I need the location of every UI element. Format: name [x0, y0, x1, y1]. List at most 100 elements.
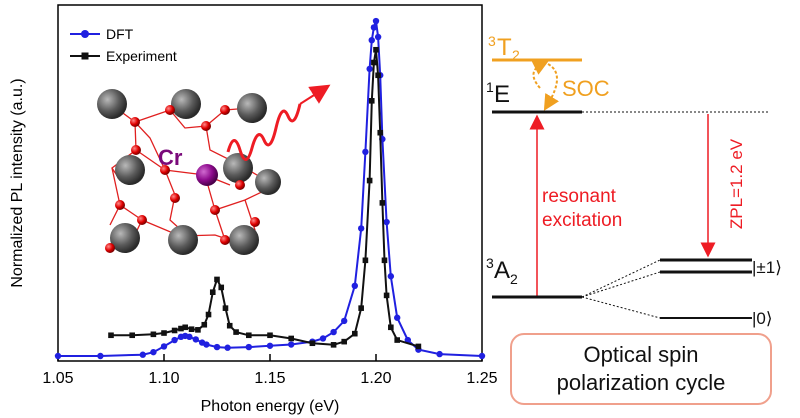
data-point [233, 329, 239, 335]
x-tick-label: 1.05 [42, 370, 73, 387]
inset-o-atom [220, 105, 230, 115]
y-axis-label: Normalized PL intensity (a.u.) [9, 78, 26, 287]
inset-o-atom [131, 145, 141, 155]
inset-o-atom [165, 105, 175, 115]
inset-atoms [97, 89, 281, 255]
data-point [108, 332, 114, 339]
data-point [226, 322, 233, 329]
data-point [192, 336, 199, 343]
level-3t2-letter: T [497, 34, 512, 61]
x-tick-label: 1.25 [466, 370, 497, 387]
zpl-label: ZPL=1.2 eV [727, 138, 746, 229]
data-point [129, 332, 135, 339]
level-3a2-multiplicity: 3 [486, 255, 494, 271]
inset-cr-dopant-atom [196, 164, 218, 186]
data-point [436, 350, 443, 358]
data-point [341, 338, 347, 345]
data-point [383, 292, 390, 299]
data-point [222, 305, 229, 311]
data-point [352, 330, 358, 337]
data-point [371, 59, 377, 66]
level-3t2-multiplicity: 3 [488, 33, 496, 49]
splitting-line [581, 296, 661, 319]
data-point [377, 129, 384, 136]
data-point [195, 327, 201, 333]
excitation-label-line1: resonant [542, 186, 617, 207]
data-point [374, 33, 382, 41]
series-layer [54, 17, 486, 360]
data-point [362, 148, 369, 156]
state-0-label: |0⟩ [752, 309, 773, 328]
photon-arrow-icon [299, 84, 331, 105]
data-point [415, 343, 422, 350]
data-point [388, 324, 394, 331]
series-experiment [108, 46, 422, 350]
data-point [362, 257, 369, 264]
state-pm1-label: |±1⟩ [752, 258, 782, 277]
level-1e-multiplicity: 1 [486, 79, 494, 95]
soc-arrow-up-icon [531, 60, 550, 89]
inset-cr-atom [110, 223, 140, 253]
data-point [213, 343, 221, 351]
data-point [209, 289, 216, 295]
data-point [214, 276, 220, 283]
level-1e-letter: E [494, 81, 510, 108]
pl-spectrum-plot: 1.05 1.10 1.15 1.20 1.25 Photon energy (eV) … [9, 4, 498, 415]
data-point [366, 65, 373, 73]
x-tick-label: 1.15 [254, 370, 285, 387]
inset-o-atom [170, 193, 180, 203]
data-point [478, 352, 486, 360]
inset-atom-label: Cr [158, 145, 183, 170]
data-point [224, 344, 231, 351]
data-point [182, 324, 188, 331]
inset-cr-atom [229, 225, 259, 255]
data-point [150, 348, 157, 356]
inset-cr-atom [237, 93, 267, 123]
inset-o-atom [130, 117, 140, 127]
energy-level-diagram: 3 T 2 SOC 1 E resonant excitation ZPL=1.… [486, 33, 782, 328]
level-3a2-subscript: 2 [510, 271, 518, 287]
data-point [381, 257, 388, 264]
data-point [358, 305, 364, 311]
inset-o-atom [210, 205, 220, 215]
inset-o-atom [105, 243, 115, 253]
inset-o-atom [160, 165, 170, 175]
data-point [97, 352, 104, 360]
data-point [404, 336, 411, 344]
inset-o-atom [250, 217, 260, 227]
inset-cr-atom [255, 169, 281, 195]
data-point [366, 177, 373, 184]
level-3a2-letter: A [494, 257, 510, 284]
data-point [387, 273, 395, 280]
inset-o-atom [137, 215, 147, 225]
series-line [111, 49, 419, 348]
x-tick-label: 1.10 [148, 370, 179, 387]
data-point [203, 341, 210, 348]
data-point [150, 331, 157, 338]
data-point [139, 351, 146, 358]
excitation-label-line2: excitation [542, 210, 622, 231]
data-point [178, 325, 184, 332]
splitting-line [581, 259, 661, 298]
data-point [160, 343, 168, 350]
data-point [267, 332, 273, 339]
legend-dft-marker [81, 30, 89, 38]
data-point [288, 341, 295, 348]
data-point [373, 46, 379, 53]
data-point [319, 335, 327, 342]
splitting-line [581, 271, 661, 298]
data-point [379, 200, 386, 206]
caption-box: Optical spin polarization cycle [510, 333, 772, 405]
caption-line1: Optical spin [583, 342, 699, 367]
data-point [171, 336, 178, 344]
data-point [245, 343, 252, 351]
data-point [370, 24, 378, 31]
x-axis-ticks: 1.05 1.10 1.15 1.20 1.25 [42, 354, 498, 387]
data-point [383, 218, 390, 226]
data-point [330, 328, 337, 336]
data-point [394, 337, 400, 343]
level-3t2-subscript: 2 [512, 47, 520, 63]
data-point [368, 98, 375, 104]
data-point [201, 321, 208, 328]
